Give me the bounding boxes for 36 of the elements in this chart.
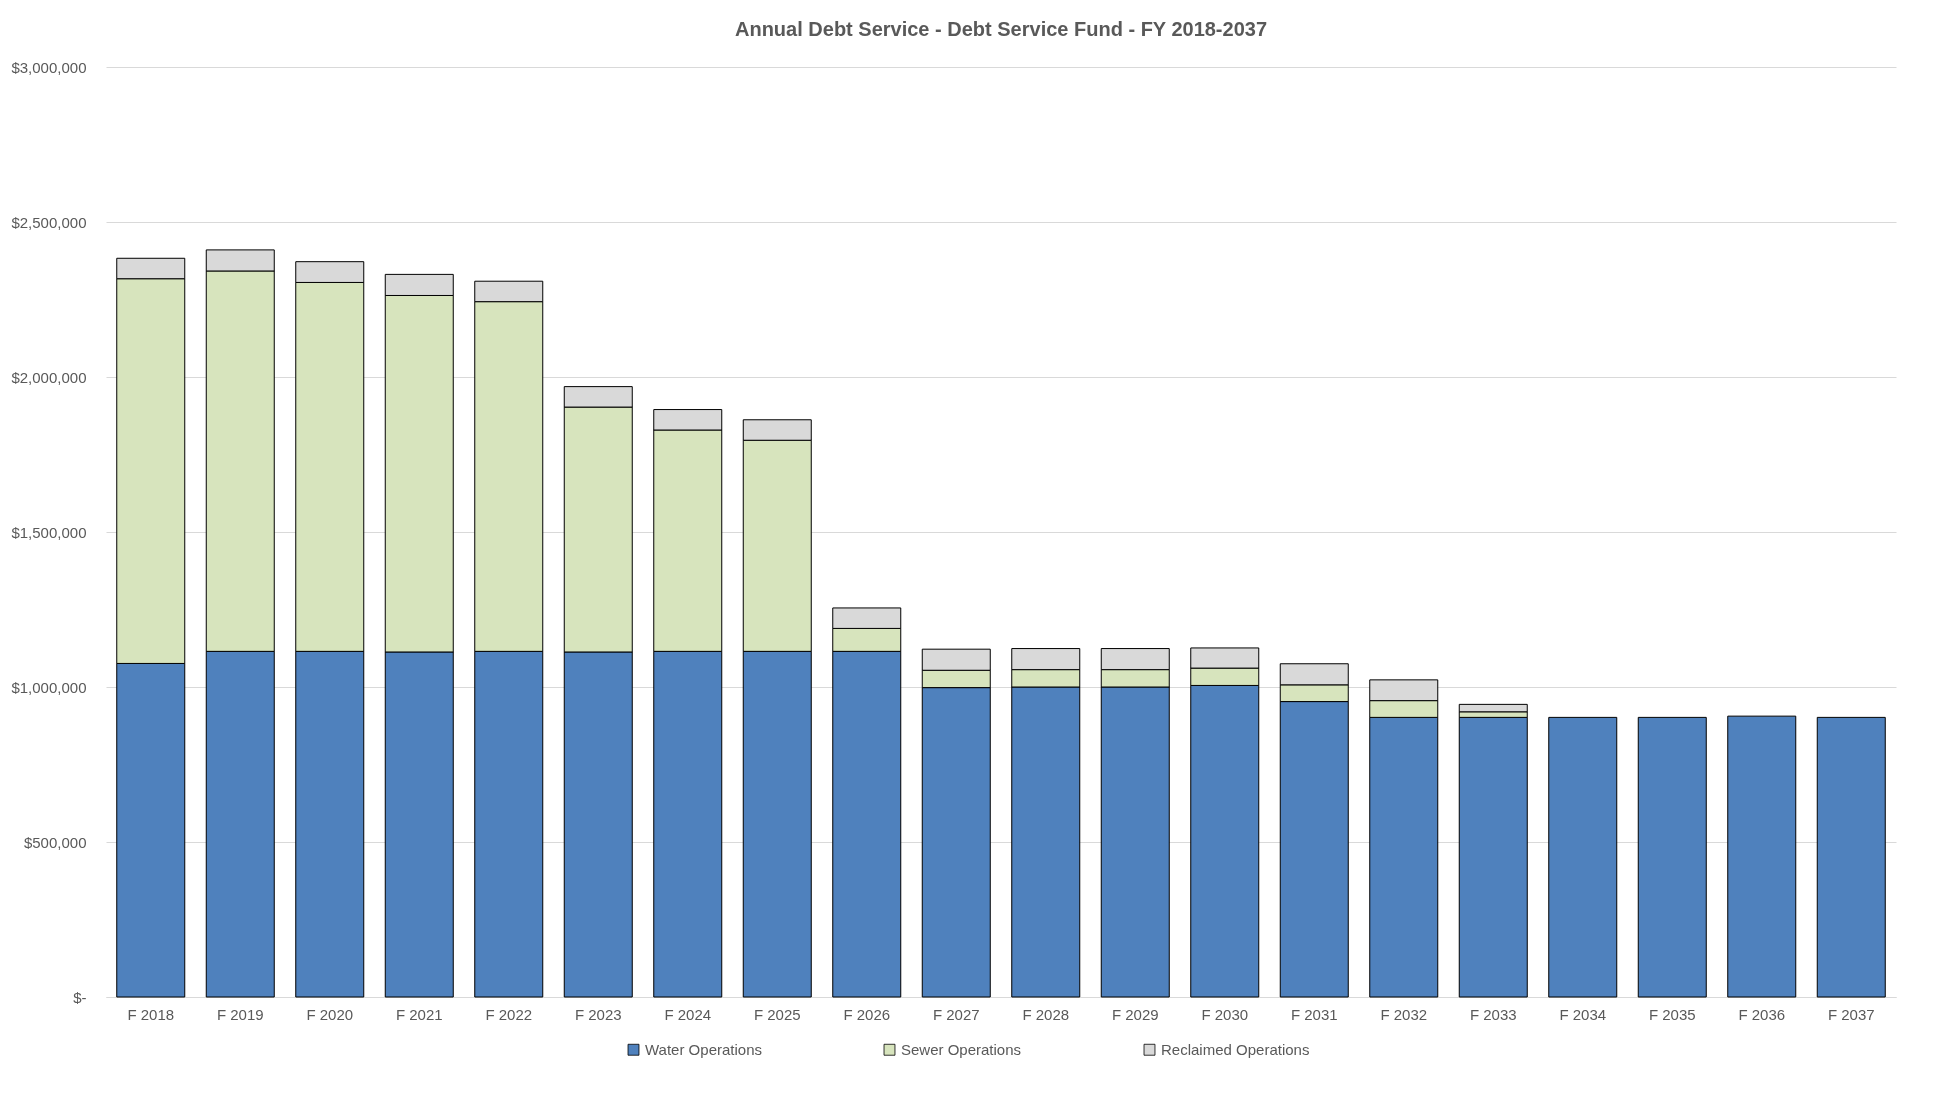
x-tick-label: F 2025 [753, 1005, 801, 1023]
legend-label: Sewer Operations [901, 1040, 1022, 1058]
bar [1816, 716, 1886, 998]
bar [1727, 715, 1797, 998]
x-tick-label: F 2032 [1380, 1005, 1428, 1023]
x-tick-label: F 2030 [1201, 1005, 1249, 1023]
y-tick-label: $1,000,000 [11, 678, 87, 696]
x-tick-label: F 2021 [395, 1005, 443, 1023]
bar [1548, 716, 1618, 998]
y-tick-label: $- [73, 988, 87, 1006]
x-tick-label: F 2036 [1738, 1005, 1786, 1023]
chart-title: Annual Debt Service - Debt Service Fund - FY 2018-2037 [734, 18, 1268, 40]
y-tick-label: $2,500,000 [11, 213, 87, 231]
x-tick-label: F 2022 [485, 1005, 533, 1023]
legend-label: Water Operations [645, 1040, 762, 1058]
y-tick-label: $500,000 [23, 833, 87, 851]
x-tick-label: F 2023 [574, 1005, 622, 1023]
y-tick-label: $3,000,000 [11, 58, 87, 76]
x-tick-label: F 2026 [843, 1005, 891, 1023]
x-tick-label: F 2033 [1469, 1005, 1517, 1023]
x-tick-label: F 2029 [1111, 1005, 1159, 1023]
legend-label: Reclaimed Operations [1161, 1040, 1310, 1058]
y-tick-label: $2,000,000 [11, 368, 87, 386]
x-tick-label: F 2037 [1827, 1005, 1875, 1023]
x-tick-label: F 2020 [306, 1005, 354, 1023]
y-tick-label: $1,500,000 [11, 523, 87, 541]
x-tick-label: F 2031 [1290, 1005, 1338, 1023]
x-tick-label: F 2028 [1022, 1005, 1070, 1023]
x-tick-label: F 2024 [664, 1005, 712, 1023]
x-tick-label: F 2018 [127, 1005, 175, 1023]
x-tick-label: F 2035 [1648, 1005, 1696, 1023]
bar [1637, 716, 1707, 998]
x-tick-label: F 2034 [1559, 1005, 1607, 1023]
bar [1458, 716, 1528, 998]
x-tick-label: F 2027 [932, 1005, 980, 1023]
x-tick-label: F 2019 [216, 1005, 264, 1023]
